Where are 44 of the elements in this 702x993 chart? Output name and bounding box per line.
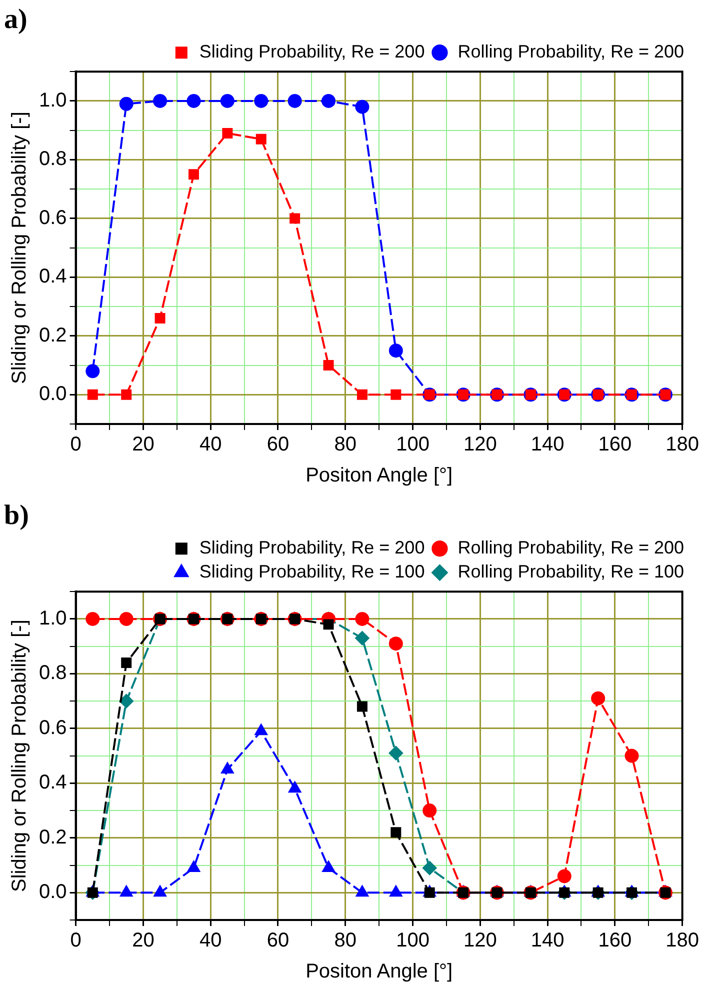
y-tick-label: 0.8 [38, 148, 67, 170]
x-tick-label: 100 [396, 930, 430, 952]
legend-label: Sliding Probability, Re = 100 [199, 562, 425, 582]
x-tick-label: 100 [396, 434, 430, 456]
y-tick-label: 0.8 [38, 662, 67, 684]
y-tick-label: 0.6 [38, 716, 67, 739]
y-axis-title: Sliding or Rolling Probability [-] [8, 620, 31, 892]
x-tick-label: 80 [334, 434, 356, 456]
x-tick-label: 120 [463, 434, 497, 456]
x-tick-label: 0 [70, 930, 82, 952]
x-tick-label: 140 [530, 434, 564, 456]
x-axis-title: Positon Angle [°] [306, 960, 453, 983]
y-tick-label: 0.2 [38, 324, 67, 346]
y-axis-title: Sliding or Rolling Probability [-] [8, 112, 31, 384]
x-tick-label: 20 [132, 930, 154, 952]
x-tick-label: 160 [598, 434, 632, 456]
y-tick-label: 0.6 [38, 206, 67, 229]
y-tick-label: 0.0 [38, 881, 67, 904]
legend-label: Sliding Probability, Re = 200 [199, 538, 425, 558]
x-tick-label: 120 [463, 930, 497, 952]
y-tick-label: 0.4 [38, 772, 67, 794]
x-tick-label: 40 [199, 930, 222, 952]
x-tick-label: 80 [334, 930, 356, 952]
x-tick-label: 140 [530, 930, 564, 952]
chart-title: b) [4, 500, 29, 532]
x-tick-label: 20 [132, 434, 154, 456]
legend-label: Rolling Probability, Re = 200 [458, 42, 684, 62]
x-tick-label: 60 [266, 930, 290, 952]
x-axis-title: Positon Angle [°] [306, 464, 453, 487]
x-tick-label: 40 [199, 434, 222, 456]
y-tick-label: 0.0 [38, 383, 67, 406]
legend-label: Sliding Probability, Re = 200 [199, 42, 425, 62]
x-tick-label: 0 [70, 434, 82, 456]
x-tick-label: 180 [666, 930, 700, 952]
x-tick-label: 60 [266, 434, 290, 456]
chart-title: a) [4, 4, 28, 36]
y-tick-label: 0.2 [38, 826, 67, 848]
y-tick-label: 0.4 [38, 266, 67, 288]
y-tick-label: 1.0 [38, 89, 67, 112]
y-tick-label: 1.0 [38, 607, 67, 630]
legend-label: Rolling Probability, Re = 100 [458, 562, 684, 582]
x-tick-label: 160 [598, 930, 632, 952]
legend-label: Rolling Probability, Re = 200 [458, 538, 684, 558]
x-tick-label: 180 [666, 434, 700, 456]
